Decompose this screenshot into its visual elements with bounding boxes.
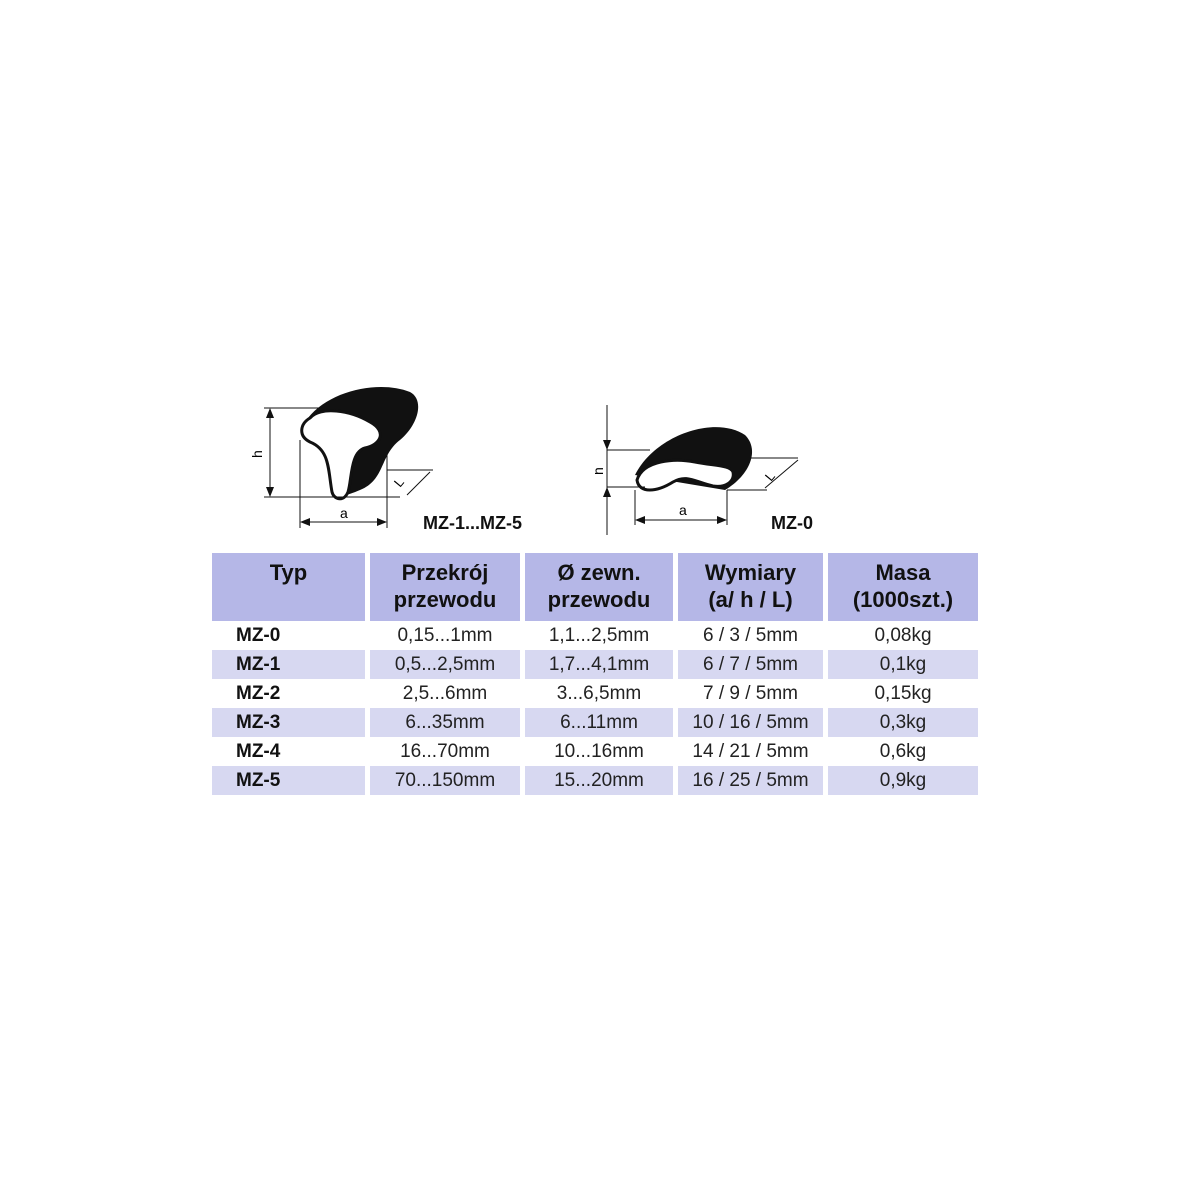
table-row: MZ-2 2,5...6mm 3...6,5mm 7 / 9 / 5mm 0,15kg (212, 679, 978, 708)
table-cell: 0,15...1mm (397, 624, 493, 646)
table-cell: 0,1kg (828, 650, 978, 679)
dim-h: h (249, 450, 265, 458)
header-text: (a/ h / L) (708, 587, 793, 612)
table-cell: 6...11mm (525, 708, 673, 737)
header-text: (1000szt.) (852, 587, 954, 612)
header-wymiary: Wymiary (a/ h / L) (678, 553, 823, 621)
figure-label-mz0: MZ-0 (771, 513, 813, 533)
table-cell: 0,6kg (879, 740, 927, 762)
table-row: MZ-5 70...150mm 15...20mm 16 / 25 / 5mm 0,9k… (212, 766, 978, 795)
table-cell: 10 / 16 / 5mm (678, 708, 823, 737)
table-cell: 2,5...6mm (402, 682, 488, 704)
header-przekroj: Przekrój przewodu (370, 553, 520, 621)
mz0-drawing: h a L (595, 405, 799, 535)
dim-l: L (762, 469, 778, 484)
dim-h: h (595, 467, 606, 475)
table-cell: MZ-1 (212, 650, 365, 679)
dim-a: a (679, 502, 687, 518)
header-text: Typ (269, 560, 308, 585)
table-cell: 3...6,5mm (556, 682, 642, 704)
table-cell: 6...35mm (370, 708, 520, 737)
table-cell: 16 / 25 / 5mm (678, 766, 823, 795)
header-text: Ø zewn. (557, 560, 641, 585)
specs-table: Typ Przekrój przewodu Ø zewn. przewodu Wym… (212, 553, 978, 795)
table-cell: 0,5...2,5mm (370, 650, 520, 679)
header-srednica: Ø zewn. przewodu (525, 553, 673, 621)
figure-label-mz1-mz5: MZ-1...MZ-5 (423, 513, 522, 533)
table-header: Typ Przekrój przewodu Ø zewn. przewodu Wym… (212, 553, 978, 621)
header-text: przewodu (393, 587, 497, 612)
table-cell: 15...20mm (525, 766, 673, 795)
table-cell: 10...16mm (554, 740, 644, 762)
header-text: Przekrój (401, 560, 489, 585)
table-cell: MZ-3 (212, 708, 365, 737)
dim-l: L (391, 475, 407, 490)
table-cell: MZ-5 (212, 766, 365, 795)
table-cell: 0,15kg (874, 682, 932, 704)
table-cell: 6 / 3 / 5mm (702, 624, 799, 646)
table-cell: MZ-4 (236, 740, 281, 762)
table-row: MZ-3 6...35mm 6...11mm 10 / 16 / 5mm 0,3kg (212, 708, 978, 737)
table-cell: 1,1...2,5mm (548, 624, 650, 646)
header-typ: Typ (212, 553, 365, 621)
table-cell: 7 / 9 / 5mm (702, 682, 799, 704)
dim-a: a (340, 505, 348, 521)
header-text: przewodu (547, 587, 651, 612)
table-cell: 0,3kg (828, 708, 978, 737)
table-cell: 6 / 7 / 5mm (678, 650, 823, 679)
header-text: Masa (875, 560, 931, 585)
header-text: Wymiary (704, 560, 797, 585)
table-cell: 0,08kg (874, 624, 932, 646)
table-row: MZ-0 0,15...1mm 1,1...2,5mm 6 / 3 / 5mm 0,08… (212, 621, 978, 650)
table-cell: 70...150mm (370, 766, 520, 795)
table-row: MZ-1 0,5...2,5mm 1,7...4,1mm 6 / 7 / 5mm 0,1… (212, 650, 978, 679)
table-cell: 14 / 21 / 5mm (692, 740, 809, 762)
table-cell: MZ-0 (236, 624, 281, 646)
table-row: MZ-4 16...70mm 10...16mm 14 / 21 / 5mm 0,6kg (212, 737, 978, 766)
mz1-mz5-drawing: h a L (249, 387, 433, 528)
table-cell: MZ-2 (236, 682, 281, 704)
table-cell: 0,9kg (828, 766, 978, 795)
table-cell: 16...70mm (400, 740, 490, 762)
header-masa: Masa (1000szt.) (828, 553, 978, 621)
table-cell: 1,7...4,1mm (525, 650, 673, 679)
